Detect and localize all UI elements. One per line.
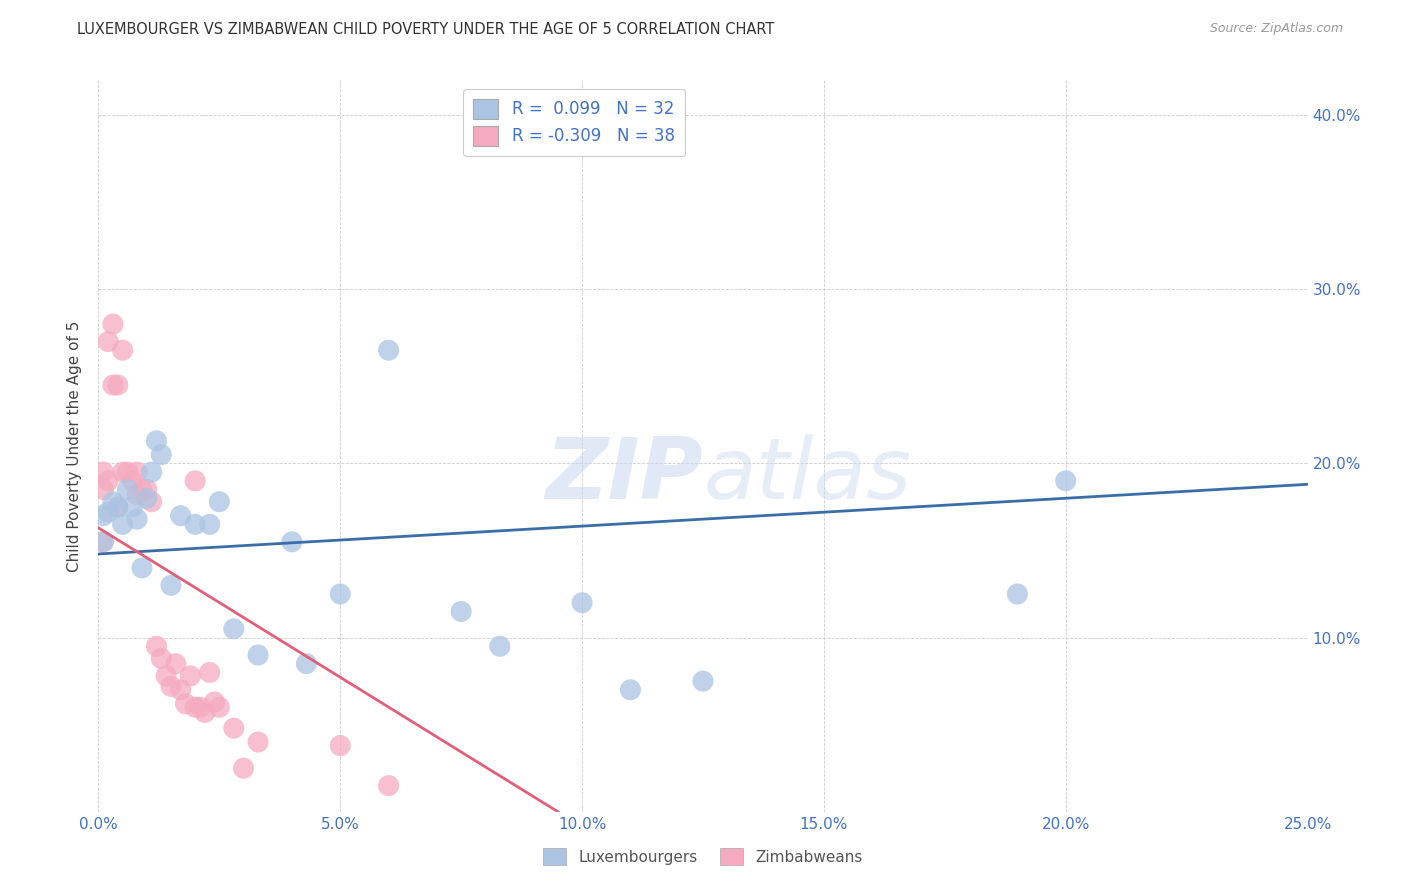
Point [169,508,191,523]
Point [232,761,254,775]
Point [208,494,231,508]
Point [1054,474,1077,488]
Point [117,483,139,497]
Point [160,578,183,592]
Point [377,343,399,358]
Point [135,491,157,506]
Point [1007,587,1029,601]
Point [208,700,231,714]
Point [169,682,191,697]
Point [91,508,114,523]
Point [247,648,270,662]
Point [247,735,270,749]
Point [174,697,197,711]
Point [141,465,163,479]
Point [121,500,143,514]
Point [107,500,129,514]
Point [127,512,149,526]
Point [198,665,221,680]
Point [184,517,207,532]
Point [204,695,226,709]
Y-axis label: Child Poverty Under the Age of 5: Child Poverty Under the Age of 5 [67,320,83,572]
Legend: Luxembourgers, Zimbabweans: Luxembourgers, Zimbabweans [537,842,869,871]
Point [111,465,134,479]
Legend: R =  0.099   N = 32, R = -0.309   N = 38: R = 0.099 N = 32, R = -0.309 N = 38 [464,88,685,156]
Point [198,517,221,532]
Point [97,505,120,519]
Text: atlas: atlas [703,434,911,516]
Point [145,640,167,654]
Point [101,378,124,392]
Point [131,561,153,575]
Point [184,474,207,488]
Point [141,494,163,508]
Point [188,700,211,714]
Point [184,700,207,714]
Text: ZIP: ZIP [546,434,703,516]
Point [571,596,593,610]
Point [329,739,352,753]
Point [101,494,124,508]
Point [222,622,245,636]
Point [107,378,129,392]
Point [131,483,153,497]
Point [91,534,114,549]
Point [117,465,139,479]
Point [329,587,352,601]
Point [450,604,472,618]
Point [165,657,187,671]
Point [160,679,183,693]
Point [377,779,399,793]
Point [145,434,167,448]
Point [150,651,173,665]
Point [619,682,641,697]
Point [489,640,512,654]
Point [281,534,304,549]
Point [91,465,114,479]
Point [135,483,157,497]
Point [91,483,114,497]
Text: Source: ZipAtlas.com: Source: ZipAtlas.com [1209,22,1343,36]
Point [101,317,124,331]
Text: LUXEMBOURGER VS ZIMBABWEAN CHILD POVERTY UNDER THE AGE OF 5 CORRELATION CHART: LUXEMBOURGER VS ZIMBABWEAN CHILD POVERTY… [77,22,775,37]
Point [194,706,217,720]
Point [91,534,114,549]
Point [179,669,201,683]
Point [111,343,134,358]
Point [121,474,143,488]
Point [222,721,245,735]
Point [97,334,120,349]
Point [150,448,173,462]
Point [155,669,177,683]
Point [127,465,149,479]
Point [692,674,714,689]
Point [111,517,134,532]
Point [97,474,120,488]
Point [295,657,318,671]
Point [107,500,129,514]
Point [127,488,149,502]
